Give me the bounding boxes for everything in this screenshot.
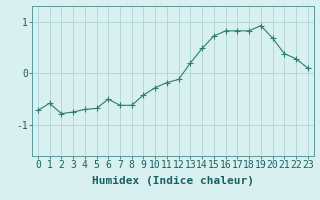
X-axis label: Humidex (Indice chaleur): Humidex (Indice chaleur)	[92, 176, 254, 186]
